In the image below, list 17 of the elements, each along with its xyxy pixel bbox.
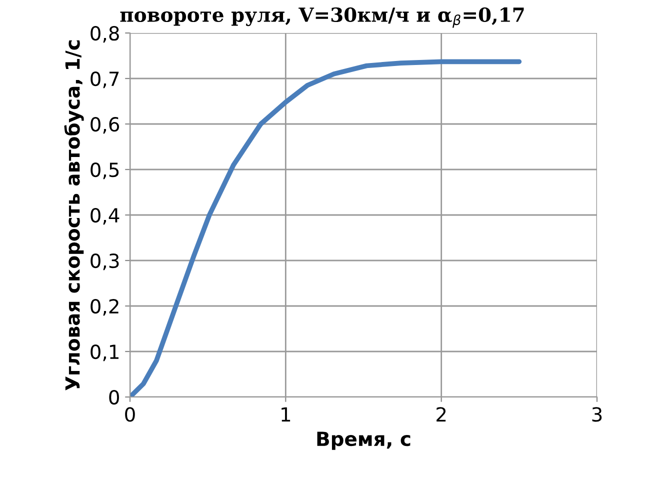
x-tick-label: 2 [436,407,446,422]
y-tick-label: 0,6 [90,116,120,134]
y-axis-title: Угловая скорость автобуса, 1/с [64,40,84,390]
line-series [130,59,522,397]
y-tick-label: 0,2 [90,298,118,316]
y-tick-label: 0,8 [90,26,119,43]
y-tick-label: 0,4 [90,208,120,225]
x-tick-label: 3 [592,407,602,422]
chart-title: повороте руля, V=30км/ч и α$_{β}$=0,17 [120,7,524,28]
x-tick-label: 0 [125,407,135,422]
x-axis-title: Время, с [317,432,410,450]
y-tick-label: 0 [109,390,119,405]
x-tick-label: 1 [282,407,290,422]
y-tick-label: 0,3 [90,253,119,270]
y-tick-label: 0,5 [90,162,119,180]
y-tick-label: 0,7 [90,71,119,88]
y-tick-label: 0,1 [90,344,118,362]
